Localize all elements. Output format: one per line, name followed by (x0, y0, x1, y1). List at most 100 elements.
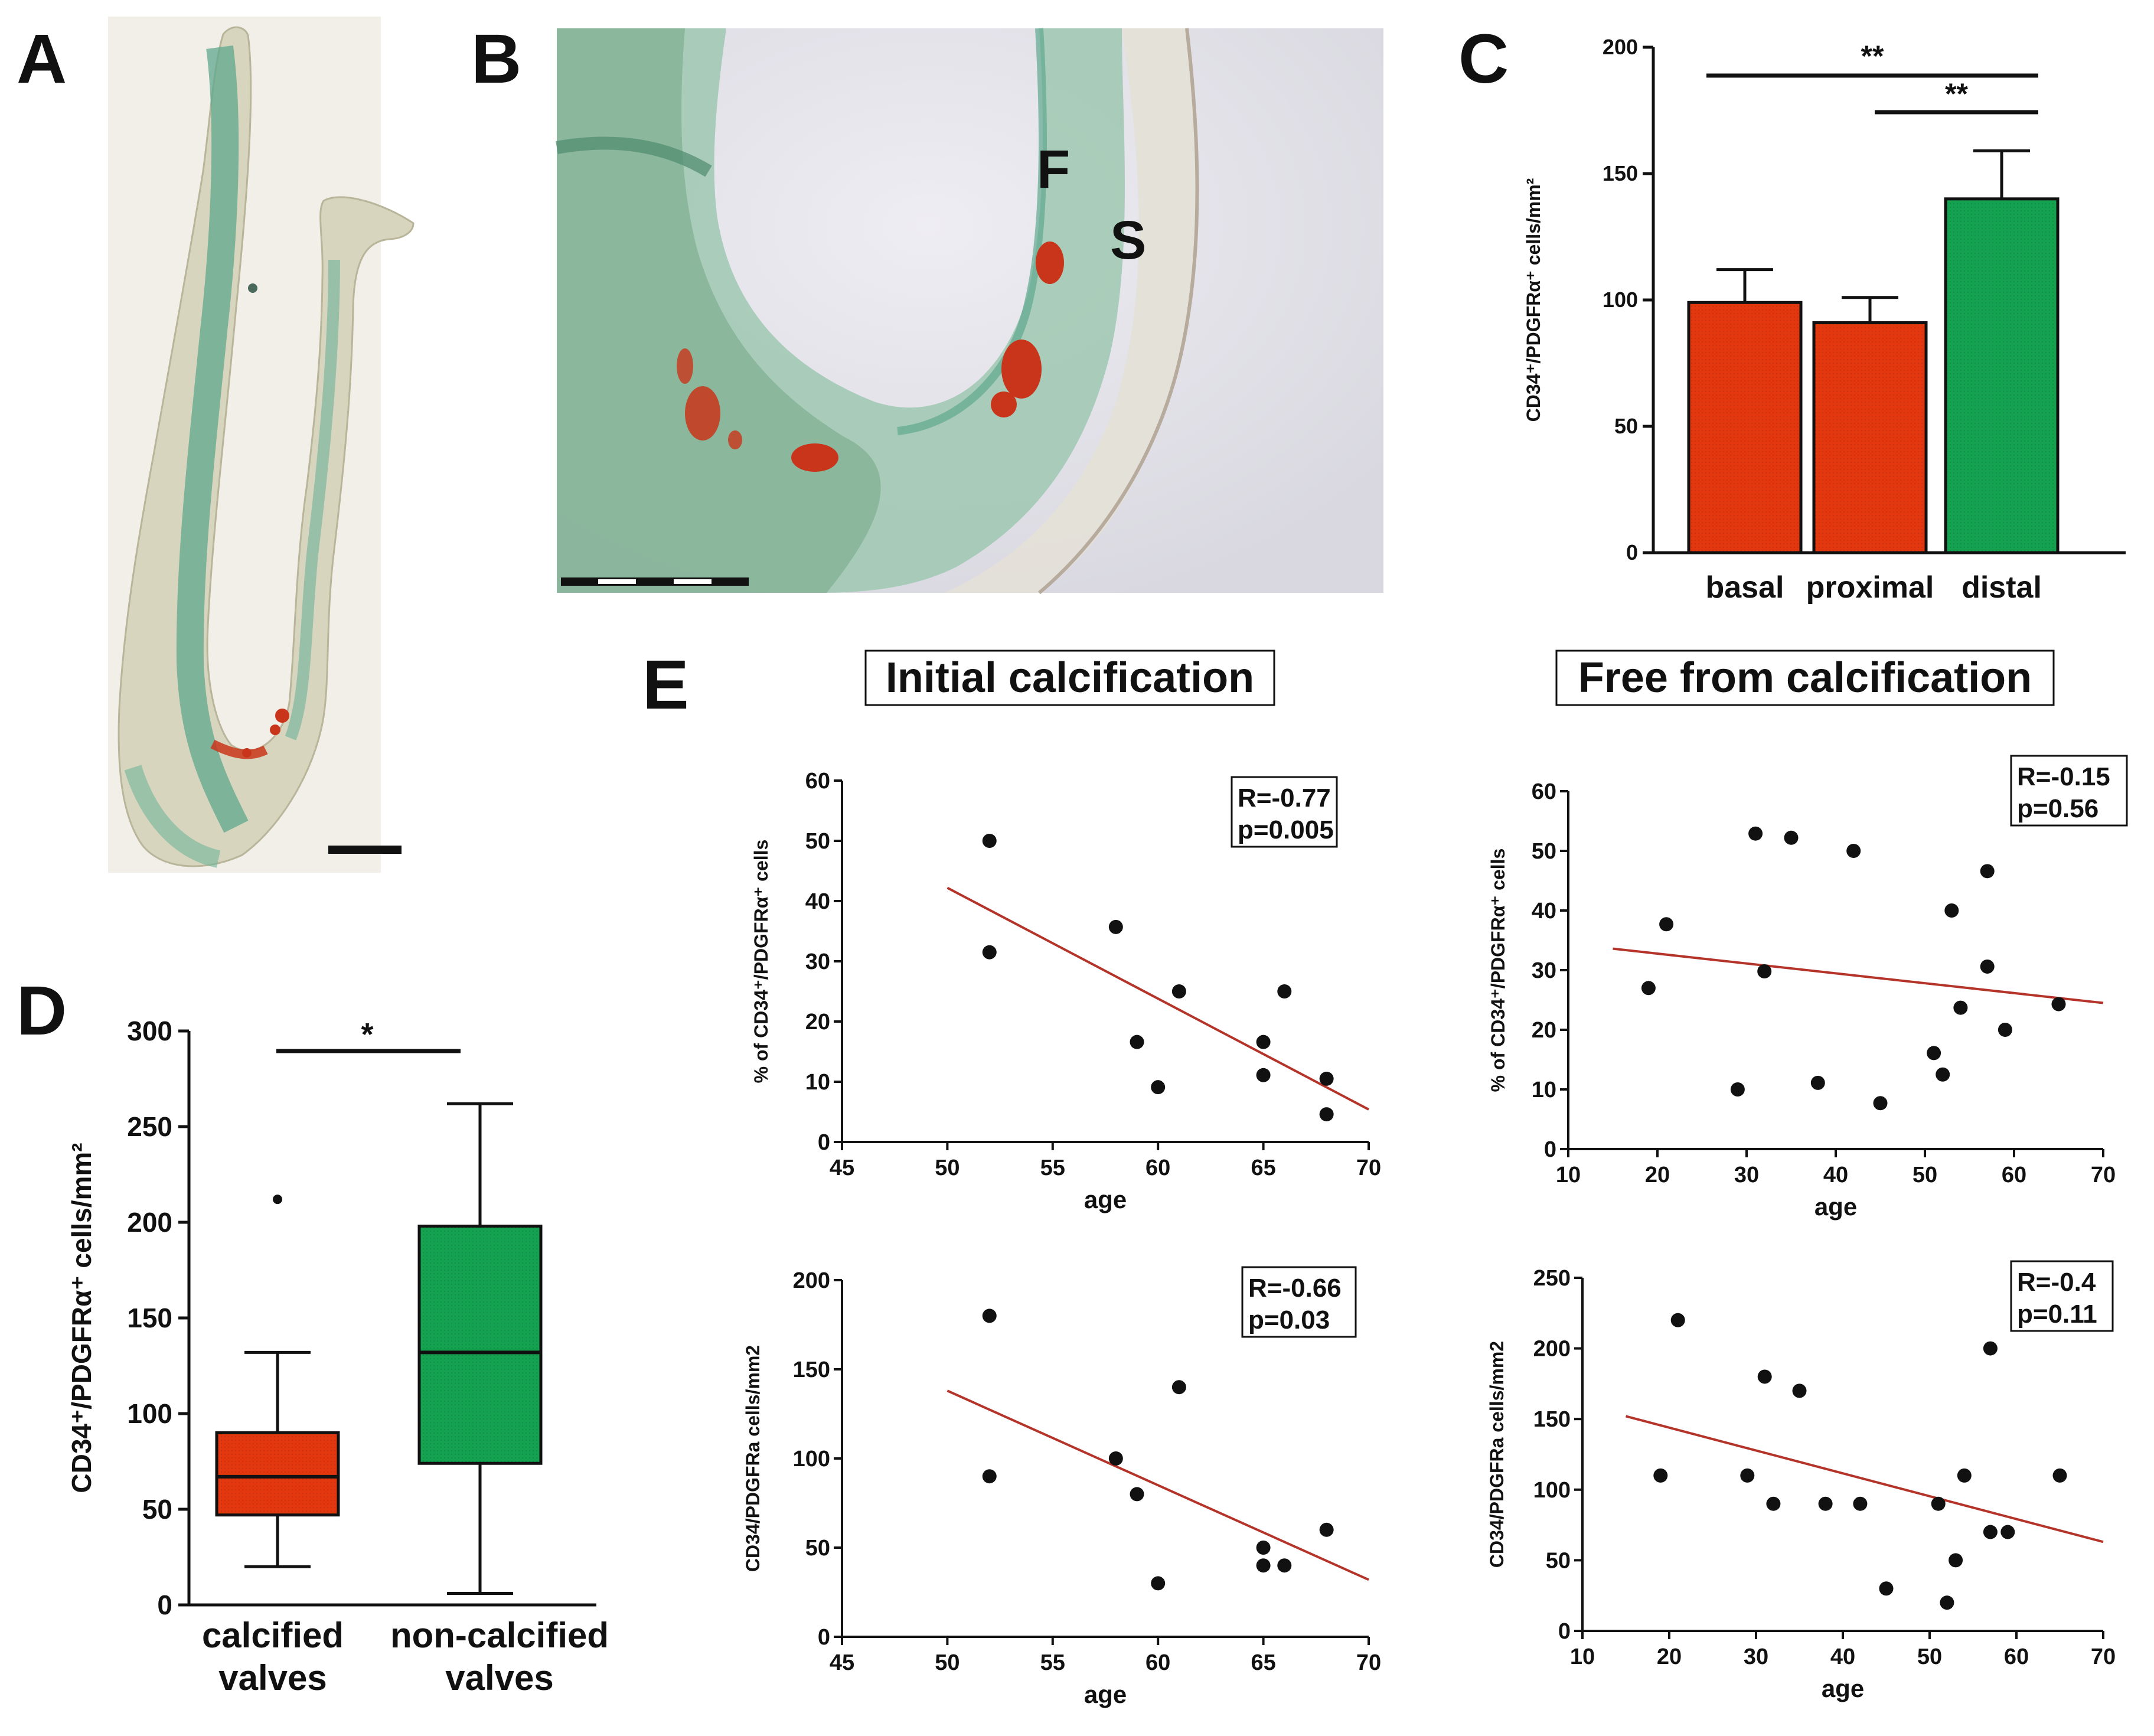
data-point (1108, 919, 1123, 934)
data-point (1108, 1451, 1123, 1466)
x-axis-label: age (1822, 1675, 1864, 1702)
data-point (1949, 1553, 1963, 1568)
data-point (1659, 917, 1674, 932)
data-point (1730, 1082, 1745, 1097)
y-tick-label: 200 (1533, 1337, 1571, 1362)
data-point (1940, 1595, 1954, 1610)
x-tick-label: 40 (1830, 1644, 1855, 1669)
x-tick-label: 65 (1251, 1650, 1275, 1675)
trend-line (1625, 1415, 2104, 1544)
y-axis-label: % of CD34⁺/PDGFRα⁺ cells (1487, 849, 1509, 1092)
data-point (1130, 1035, 1144, 1049)
data-point (1748, 826, 1763, 841)
panel-letter-b: B (471, 20, 521, 98)
y-tick-label: 150 (1533, 1407, 1571, 1432)
category-label-line: valves (445, 1658, 554, 1698)
stat-p: p=0.005 (1238, 815, 1334, 844)
data-point (1927, 1046, 1941, 1060)
data-point (982, 945, 997, 960)
data-point (1653, 1468, 1668, 1483)
x-tick-label: 45 (830, 1156, 854, 1180)
data-point (1319, 1071, 1334, 1086)
panel-c-bar-chart: C 0 50 100 150 200 basal proximal distal ** ** CD3… (1458, 20, 2126, 605)
y-tick-label: 20 (805, 1010, 830, 1035)
data-point (1983, 1341, 1998, 1356)
data-point (1757, 964, 1772, 979)
y-tick-label: 0 (818, 1625, 830, 1650)
data-point (982, 1469, 997, 1484)
y-tick-label: 250 (127, 1111, 172, 1142)
y-axis-label: CD34⁺/PDGFRα⁺ cells/mm² (1523, 178, 1544, 422)
data-point (1792, 1383, 1807, 1398)
scatter-e3: 0 50 100 150 200 45 50 55 60 65 70 age CD34/PDGFRa c… (742, 1266, 1381, 1708)
y-tick-label: 100 (1533, 1478, 1571, 1503)
data-point (1980, 864, 1995, 879)
x-tick-label: 50 (935, 1156, 959, 1180)
valve-photo-a (108, 17, 415, 873)
box-texture (419, 1226, 541, 1464)
y-axis-label: % of CD34⁺/PDGFRα⁺ cells (750, 840, 772, 1084)
bar-texture (1689, 302, 1801, 553)
data-point (1936, 1067, 1950, 1082)
y-tick-label: 60 (805, 769, 830, 794)
data-point (1784, 830, 1799, 845)
data-point (1980, 959, 1995, 974)
x-tick-label: 60 (1145, 1156, 1170, 1180)
x-tick-label: 65 (1251, 1156, 1275, 1180)
x-tick-label: 70 (1356, 1156, 1381, 1180)
stat-box (1231, 776, 1338, 848)
data-point (1277, 1558, 1292, 1573)
data-point (1256, 1541, 1271, 1555)
data-point (1944, 903, 1959, 918)
y-tick-label: 0 (1558, 1619, 1571, 1644)
y-tick-label: 50 (805, 1536, 830, 1561)
y-tick-label: 100 (127, 1398, 172, 1429)
data-point (1256, 1068, 1271, 1082)
x-tick-label: 50 (1913, 1163, 1937, 1187)
data-point (1757, 1369, 1772, 1384)
category-label-line: non-calcified (390, 1616, 609, 1655)
data-point (2051, 997, 2066, 1011)
x-tick-label: 60 (1145, 1650, 1170, 1675)
data-point (1873, 1096, 1888, 1111)
data-point (1151, 1576, 1166, 1591)
title-initial-calcification: Initial calcification (886, 654, 1254, 701)
bar-texture (1814, 322, 1926, 553)
stat-p: p=0.11 (2017, 1300, 2097, 1329)
x-axis-label: age (1084, 1680, 1127, 1708)
y-tick-label: 150 (127, 1303, 172, 1333)
label-s: S (1110, 210, 1146, 270)
data-point (1670, 1313, 1685, 1327)
data-point (1853, 1496, 1868, 1511)
data-point (2052, 1468, 2067, 1483)
data-point (1818, 1496, 1833, 1511)
data-point (1319, 1522, 1334, 1537)
y-tick-label: 0 (818, 1130, 830, 1155)
data-point (1810, 1075, 1825, 1090)
y-tick-label: 250 (1533, 1266, 1571, 1291)
x-tick-label: 30 (1744, 1644, 1768, 1669)
y-tick-label: 40 (805, 889, 830, 914)
x-tick-label: 70 (2091, 1163, 2116, 1187)
stat-r: R=-0.77 (1238, 784, 1331, 812)
x-tick-label: 20 (1657, 1644, 1682, 1669)
y-tick-label: 200 (127, 1207, 172, 1238)
data-point (1953, 1000, 1968, 1015)
data-point (1256, 1558, 1271, 1573)
data-point (2000, 1525, 2015, 1539)
x-axis-label: age (1814, 1193, 1857, 1221)
y-tick-label: 300 (127, 1016, 172, 1046)
panel-letter-d: D (17, 972, 67, 1050)
stat-p: p=0.56 (2017, 794, 2098, 823)
x-tick-label: 30 (1734, 1163, 1759, 1187)
category-label-proximal: proximal (1806, 570, 1934, 605)
title-box-free (1555, 650, 2055, 706)
scatter-e1: 0 10 20 30 40 50 60 45 50 55 60 65 70 age % of CD34⁺/P… (750, 769, 1381, 1213)
y-tick-label: 10 (805, 1070, 830, 1095)
data-point (1171, 984, 1186, 998)
data-point (1256, 1035, 1271, 1049)
stat-r: R=-0.66 (1248, 1274, 1342, 1303)
data-point (1277, 984, 1292, 998)
y-tick-label: 150 (793, 1358, 830, 1382)
